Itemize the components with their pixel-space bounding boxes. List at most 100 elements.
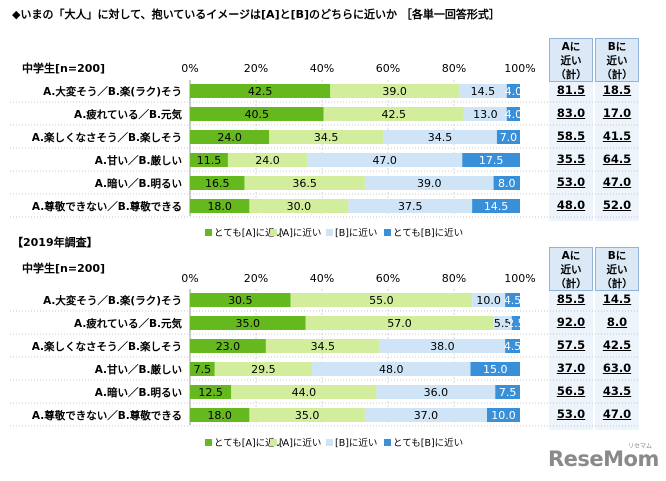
bar-segment	[493, 176, 520, 190]
resemom-logo-sub: リセマム	[628, 443, 653, 450]
data-label: 34.5	[428, 131, 453, 144]
data-label: 14.5	[471, 85, 496, 98]
bar-segment	[495, 385, 520, 399]
bar-segment	[190, 408, 250, 422]
legend-label: [A]に近い	[279, 227, 321, 239]
data-label: 44.0	[292, 386, 317, 399]
b-total-value: 17.0	[602, 106, 632, 120]
x-tick-label: 20%	[244, 272, 268, 285]
a-total-value: 53.0	[556, 407, 586, 421]
bar-segment	[511, 316, 520, 330]
data-label: 7.5	[194, 363, 212, 376]
a-total-value: 56.5	[556, 384, 586, 398]
data-label: 23.0	[216, 340, 241, 353]
data-label: 37.0	[414, 409, 439, 422]
category-label: A.尊敬できない／B.尊敬できる	[32, 409, 182, 422]
data-label: 10.0	[476, 294, 501, 307]
a-total-value: 58.5	[556, 129, 586, 143]
b-total-column-bg-2	[595, 291, 639, 430]
b-total-value: 43.5	[602, 384, 632, 398]
data-label: 29.5	[251, 363, 276, 376]
b-total-value: 18.5	[602, 83, 632, 97]
legend-swatch	[270, 229, 277, 236]
bar-segment	[364, 408, 487, 422]
category-label: A.甘い／B.厳しい	[95, 154, 182, 167]
data-label: 30.0	[287, 200, 312, 213]
bar-segment	[493, 316, 512, 330]
b-total-value: 47.0	[602, 407, 632, 421]
b-total-value: 52.0	[602, 198, 632, 212]
x-tick-label: 80%	[442, 272, 466, 285]
data-label: 18.0	[207, 409, 232, 422]
bar-segment	[458, 84, 507, 98]
legend-label: [B]に近い	[335, 437, 377, 449]
bar-segment	[506, 107, 520, 121]
b-total-value: 64.5	[602, 152, 632, 166]
legend-label: とても[B]に近い	[393, 437, 463, 449]
bar-segment	[190, 107, 324, 121]
data-label: 38.0	[430, 340, 455, 353]
data-label: 55.0	[369, 294, 394, 307]
bar-segment	[244, 176, 365, 190]
bar-segment	[307, 153, 463, 167]
a-total-value: 48.0	[556, 198, 586, 212]
bar-segment	[249, 199, 349, 213]
data-label: 42.5	[382, 108, 407, 121]
x-tick-label: 100%	[504, 62, 535, 75]
category-label: A.暗い／B.明るい	[95, 177, 182, 190]
data-label: 42.5	[248, 85, 273, 98]
data-label: 5.5	[494, 317, 512, 330]
bar-segment	[506, 84, 520, 98]
a-total-value: 81.5	[556, 83, 586, 97]
bar-segment	[190, 176, 245, 190]
data-label: 12.5	[198, 386, 223, 399]
legend-label: とても[A]に近い	[214, 437, 284, 449]
a-total-value: 37.0	[556, 361, 586, 375]
bar-segment	[462, 153, 520, 167]
legend-swatch	[384, 229, 391, 236]
category-label: A.疲れている／B.元気	[74, 317, 182, 330]
data-label: 15.0	[483, 363, 508, 376]
bar-segment	[269, 130, 384, 144]
data-label: 4.0	[505, 85, 523, 98]
bar-segment	[231, 385, 377, 399]
legend-swatch	[326, 229, 333, 236]
data-label: 10.0	[491, 409, 516, 422]
bar-segment	[487, 408, 520, 422]
data-label: 40.5	[245, 108, 270, 121]
b-total-value: 41.5	[602, 129, 632, 143]
bar-segment	[330, 84, 459, 98]
data-label: 4.0	[505, 108, 523, 121]
category-label: A.尊敬できない／B.尊敬できる	[32, 200, 182, 213]
b-total-value: 42.5	[602, 338, 632, 352]
data-label: 2.5	[507, 317, 525, 330]
data-label: 35.0	[236, 317, 261, 330]
data-label: 24.0	[255, 154, 280, 167]
x-tick-label: 0%	[181, 62, 198, 75]
data-label: 36.0	[424, 386, 449, 399]
data-label: 36.5	[292, 177, 317, 190]
x-tick-label: 40%	[310, 62, 334, 75]
category-label: A.疲れている／B.元気	[74, 108, 182, 121]
data-label: 8.0	[498, 177, 516, 190]
b-total-column-bg-1	[595, 82, 639, 221]
bar-segment	[190, 199, 250, 213]
bar-segment	[190, 316, 306, 330]
x-tick-label: 0%	[181, 272, 198, 285]
b-total-value: 63.0	[602, 361, 632, 375]
b-total-header-1: Bに 近い （計）	[595, 38, 639, 82]
category-label: A.大変そう／B.楽(ラク)そう	[43, 85, 182, 98]
legend-label: とても[A]に近い	[214, 227, 284, 239]
legend-swatch	[326, 439, 333, 446]
data-label: 24.0	[217, 131, 242, 144]
bar-segment	[190, 362, 215, 376]
section-subtitle: 【2019年調査】	[12, 235, 98, 249]
a-total-value: 92.0	[556, 315, 586, 329]
category-label: A.甘い／B.厳しい	[95, 363, 182, 376]
b-total-value: 8.0	[606, 315, 628, 329]
a-total-column-bg-2	[549, 291, 593, 430]
legend-label: [B]に近い	[335, 227, 377, 239]
bar-segment	[472, 293, 506, 307]
data-label: 39.0	[382, 85, 407, 98]
